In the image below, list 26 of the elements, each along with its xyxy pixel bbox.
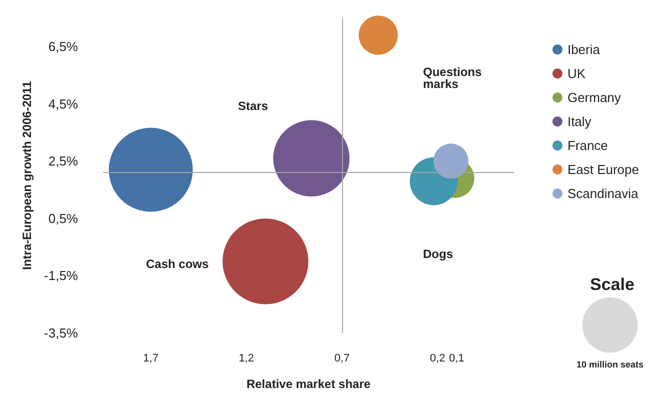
annotation: Questions marks	[423, 65, 486, 91]
legend-label: Germany	[567, 90, 622, 105]
legend-label: 10 million seats	[576, 360, 644, 370]
y-axis-title: Intra-European growth 2006-2011	[20, 80, 34, 270]
legend-label: Iberia	[567, 42, 601, 57]
legend-label: France	[567, 138, 608, 153]
y-tick-label: 2,5%	[48, 154, 78, 169]
legend-label: East Europe	[567, 162, 640, 177]
annotation: Dogs	[423, 247, 454, 261]
x-axis-title: Relative market share	[246, 377, 371, 391]
y-tick-label: 0,5%	[48, 210, 78, 226]
y-tick-label: -1,5%	[44, 268, 78, 284]
legend-label: Scandinavia	[567, 186, 640, 201]
y-tick-label: -3,5%	[44, 326, 78, 340]
annotation: Stars	[238, 99, 268, 113]
annotation: Cash cows	[146, 257, 210, 271]
legend-label: Italy	[567, 114, 592, 129]
x-tick-label: 1,2	[238, 352, 254, 364]
x-tick-label: 0,2	[430, 352, 446, 364]
x-tick-label: 1,7	[143, 352, 158, 364]
y-tick-label: 6,5%	[48, 39, 78, 54]
y-tick-label: 4,5%	[48, 96, 78, 112]
legend-label: UK	[567, 66, 586, 81]
x-tick-label: 0,1	[449, 352, 464, 364]
text: Scale	[590, 275, 634, 294]
x-tick-label: 0,7	[334, 352, 350, 364]
